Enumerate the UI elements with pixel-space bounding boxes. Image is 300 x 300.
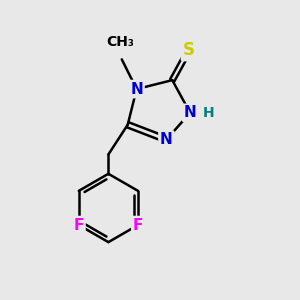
Text: F: F bbox=[74, 218, 84, 232]
Text: N: N bbox=[160, 132, 173, 147]
Text: CH₃: CH₃ bbox=[106, 35, 134, 49]
Text: H: H bbox=[202, 106, 214, 120]
Text: S: S bbox=[183, 41, 195, 59]
Text: N: N bbox=[130, 82, 143, 97]
Text: F: F bbox=[133, 218, 143, 232]
Text: N: N bbox=[184, 105, 196, 120]
